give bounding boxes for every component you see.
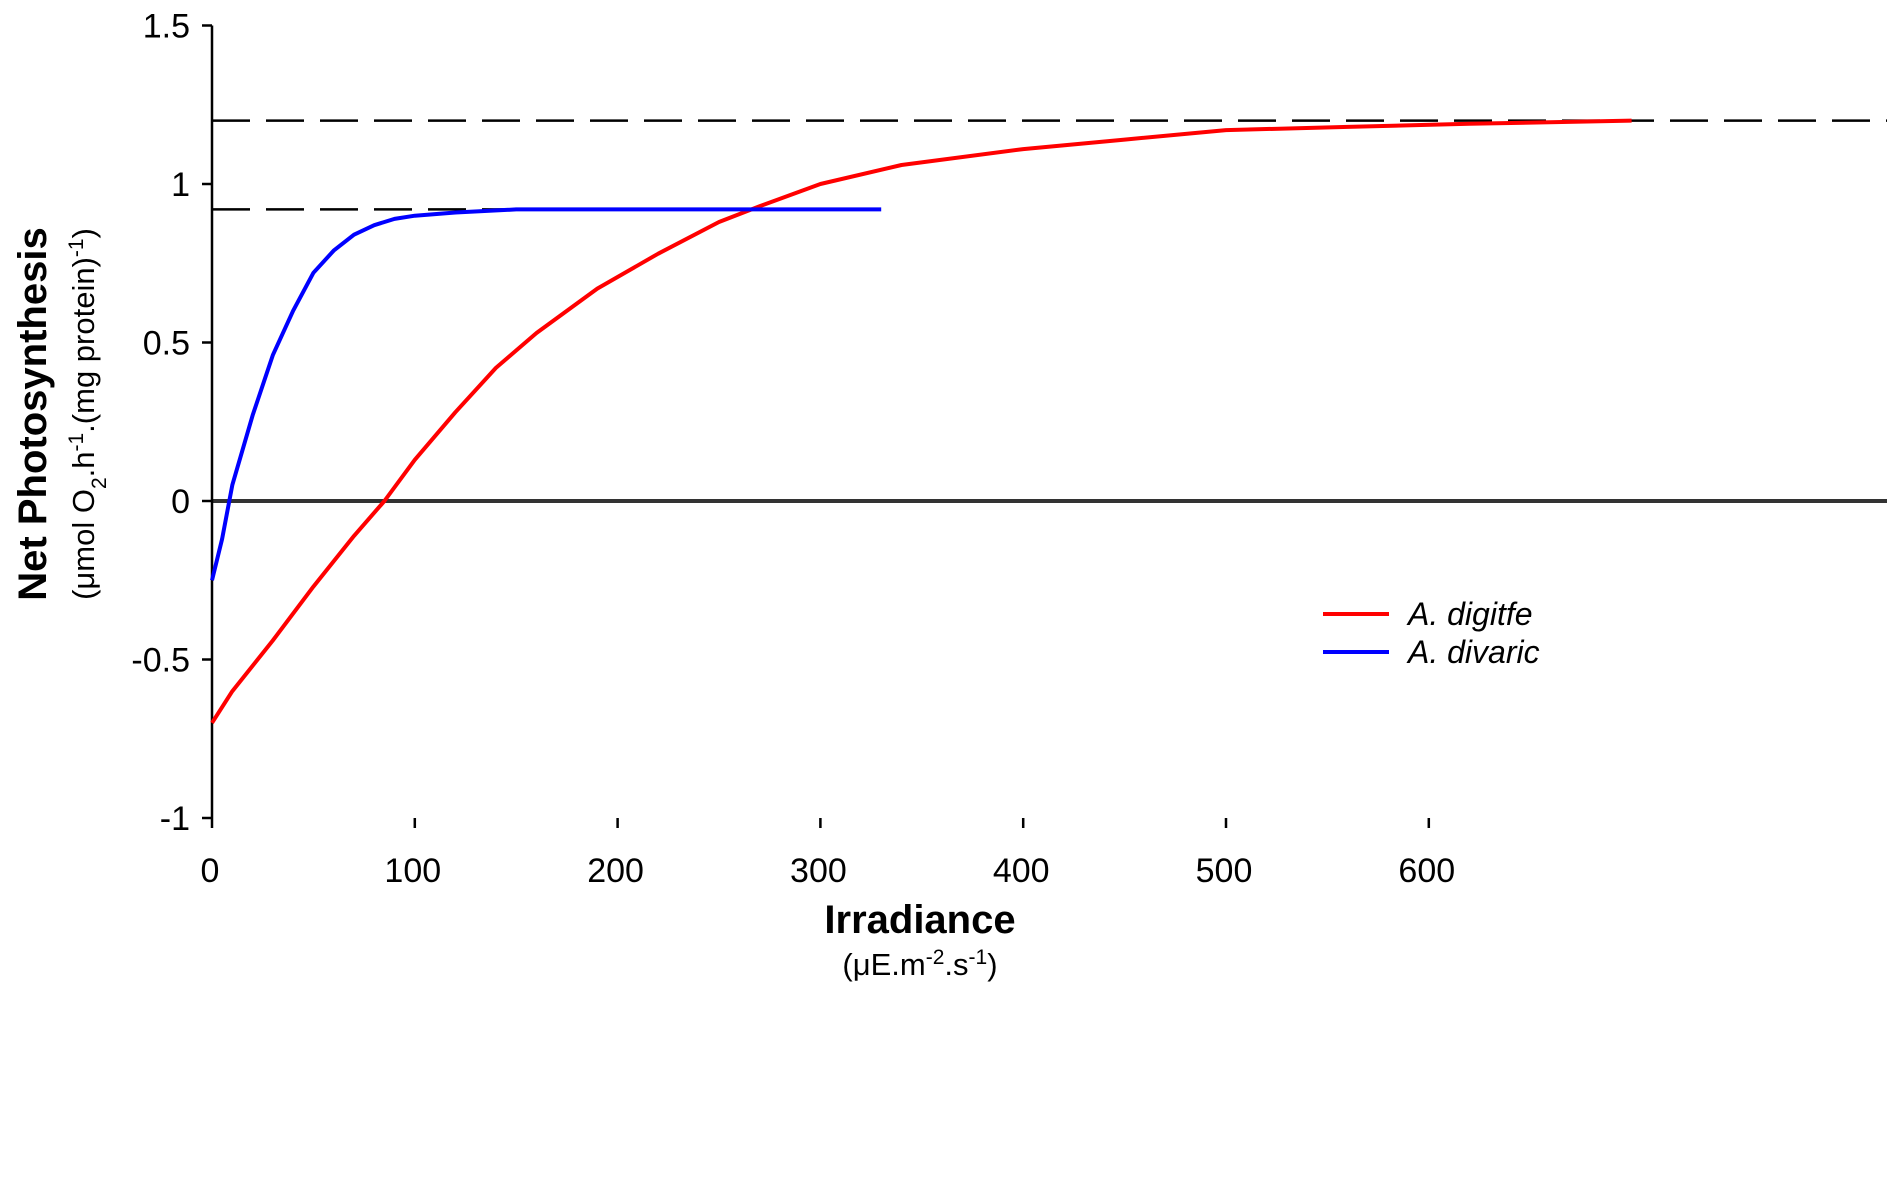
y-tick-label: -0.5 [131,642,190,680]
x-axis-unit: (μE.m-2.s-1) [842,946,997,983]
y-tick-label: 0.5 [143,325,190,363]
y-tick-label: -1 [160,800,190,838]
series-line-blue [210,207,882,581]
x-tick-label: 200 [587,852,644,890]
y-tick-label: 1.5 [143,8,190,46]
tick-labels: -1 -0.5 0 0.5 1 1.5 0 100 200 300 400 500 600 [131,8,1455,891]
reference-lines [212,119,1887,503]
x-tick-label: 400 [993,852,1050,890]
y-tick-label: 0 [171,483,190,521]
unit-part: -1 [65,238,88,257]
unit-part: (μE.m [842,947,925,982]
axis-titles: Net Photosynthesis (μmol O2.h-1.(mg prote… [11,227,1016,982]
unit-part: -1 [65,433,88,452]
x-tick-label: 500 [1196,852,1253,890]
x-tick-label: 100 [384,852,441,890]
unit-part: (μmol O [66,489,101,600]
unit-part: ) [66,228,101,238]
series-lines [210,118,1632,724]
unit-part: ) [987,947,997,982]
series-line-red [210,118,1632,724]
unit-part: .(mg protein) [66,257,101,433]
x-tick-label: 0 [201,852,220,890]
x-tick-label: 300 [790,852,847,890]
y-axis-unit: (μmol O2.h-1.(mg protein)-1) [65,228,111,600]
legend-label: A. divaric [1406,634,1540,670]
axes [202,24,1431,828]
unit-part: -1 [969,946,988,969]
x-tick-label: 600 [1398,852,1455,890]
y-tick-label: 1 [171,166,190,204]
y-axis-title: Net Photosynthesis [11,227,55,600]
x-axis-title: Irradiance [824,898,1015,942]
unit-part: -2 [926,946,945,969]
legend-label: A. digitfe [1406,596,1533,632]
unit-part: .h [66,452,101,478]
unit-part: 2 [88,477,111,489]
unit-part: .s [944,947,968,982]
